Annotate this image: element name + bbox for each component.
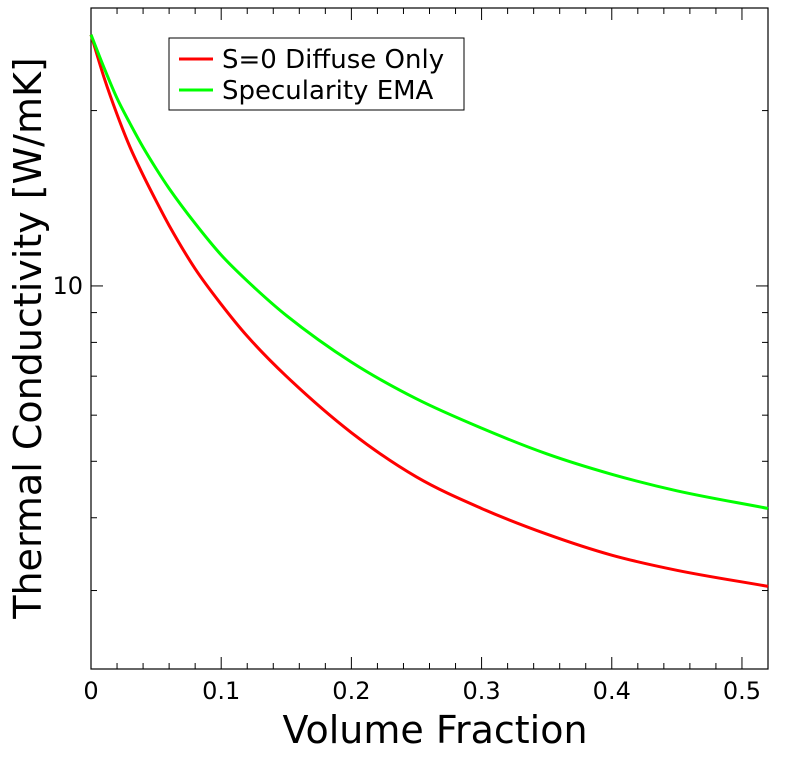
x-ticks: 0 0.1 0.2 0.3 0.4 0.5 <box>83 8 769 705</box>
y-axis-label: Thermal Conductivity [W/mK] <box>6 57 50 619</box>
x-tick-label: 0.2 <box>332 677 370 705</box>
y-tick-label: 10 <box>52 272 83 300</box>
legend: S=0 Diffuse Only Specularity EMA <box>168 37 465 111</box>
legend-label-diffuse: S=0 Diffuse Only <box>222 45 444 75</box>
series-line-1 <box>89 34 769 510</box>
legend-box <box>168 37 465 111</box>
y-ticks: 10 <box>52 272 83 300</box>
series-line-0 <box>89 34 769 588</box>
series-lines <box>89 34 769 588</box>
x-axis-label: Volume Fraction <box>282 708 587 752</box>
x-tick-label: 0.4 <box>593 677 631 705</box>
x-tick-label: 0.5 <box>723 677 761 705</box>
legend-label-specularity: Specularity EMA <box>222 76 434 106</box>
x-tick-label: 0 <box>83 677 98 705</box>
x-tick-label: 0.3 <box>462 677 500 705</box>
y-minor-ticks <box>91 7 768 592</box>
x-tick-label: 0.1 <box>202 677 240 705</box>
